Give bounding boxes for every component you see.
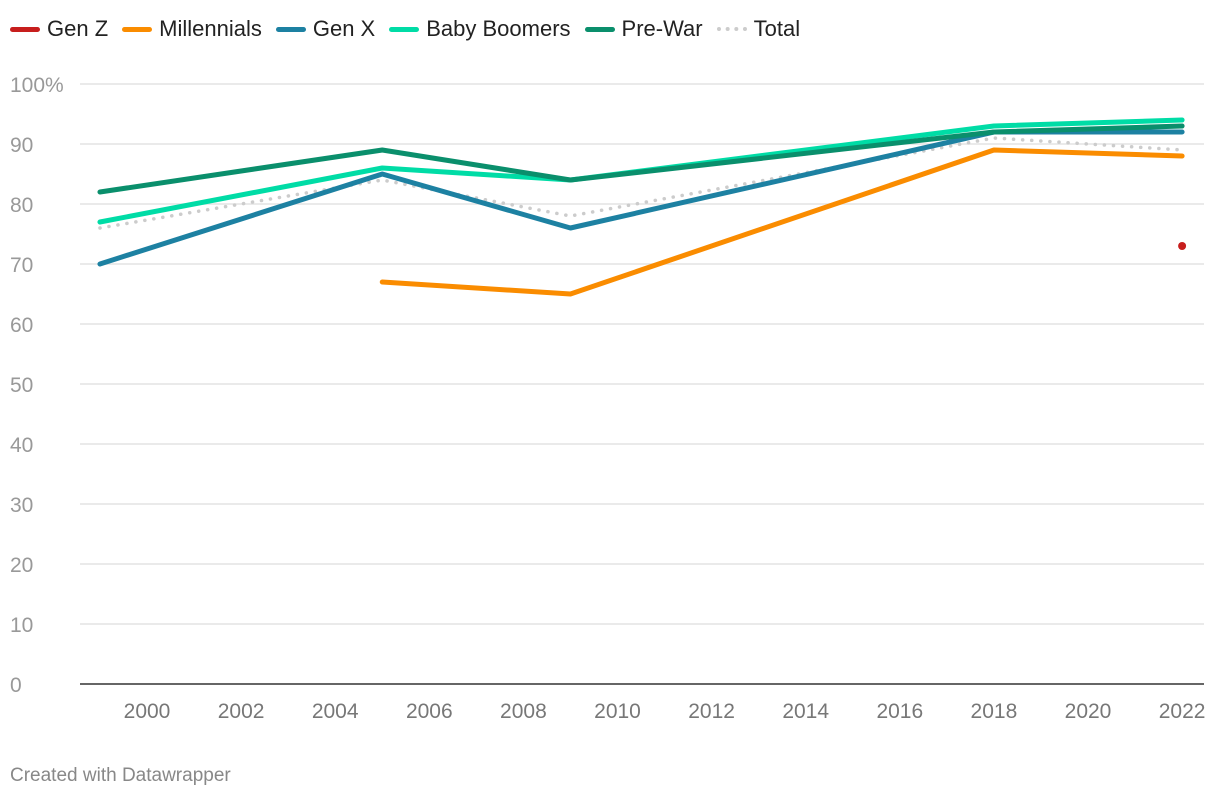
legend: Gen Z Millennials Gen X Baby Boomers Pre-War… (10, 16, 814, 42)
y-tick-label: 90 (10, 134, 33, 157)
x-tick-label: 2020 (1065, 700, 1112, 723)
legend-item: Pre-War (584, 16, 703, 42)
legend-item: Total (716, 16, 801, 42)
y-tick-label: 100% (10, 74, 64, 97)
legend-swatch (122, 26, 153, 32)
legend-swatch (10, 26, 40, 32)
legend-item: Millennials (122, 16, 262, 42)
legend-label: Gen Z (47, 16, 109, 41)
y-tick-label: 80 (10, 194, 33, 217)
x-tick-label: 2016 (876, 700, 923, 723)
x-tick-label: 2000 (124, 700, 171, 723)
legend-label: Gen X (312, 16, 376, 41)
point-gen-z (1178, 242, 1187, 250)
legend-item: Gen X (275, 16, 376, 42)
y-tick-label: 0 (10, 674, 22, 697)
legend-swatch (716, 27, 747, 31)
x-tick-label: 2010 (594, 700, 641, 723)
y-tick-label: 20 (10, 554, 33, 577)
credit-text: Created with Datawrapper (10, 765, 231, 786)
x-tick-label: 2008 (500, 700, 547, 723)
legend-label: Baby Boomers (426, 16, 571, 41)
y-tick-label: 10 (10, 614, 33, 637)
legend-item: Gen Z (10, 16, 108, 42)
x-tick-label: 2022 (1159, 700, 1206, 723)
line-total (98, 136, 1184, 230)
y-tick-label: 50 (10, 374, 33, 397)
x-tick-label: 2004 (312, 700, 359, 723)
x-tick-label: 2014 (782, 700, 829, 723)
x-tick-label: 2018 (971, 700, 1018, 723)
line-millennials (379, 147, 1185, 297)
legend-label: Millennials (159, 16, 262, 41)
legend-swatch (389, 26, 420, 32)
x-tick-label: 2006 (406, 700, 453, 723)
y-tick-label: 60 (10, 314, 33, 337)
y-tick-label: 70 (10, 254, 33, 277)
legend-item: Baby Boomers (389, 16, 571, 42)
legend-label: Pre-War (621, 16, 703, 41)
legend-swatch (275, 26, 306, 32)
x-tick-label: 2002 (218, 700, 265, 723)
legend-label: Total (753, 16, 801, 41)
line-pre-war (97, 123, 1185, 195)
y-tick-label: 30 (10, 494, 33, 517)
legend-swatch (584, 26, 615, 32)
y-tick-label: 40 (10, 434, 33, 457)
x-tick-label: 2012 (688, 700, 735, 723)
